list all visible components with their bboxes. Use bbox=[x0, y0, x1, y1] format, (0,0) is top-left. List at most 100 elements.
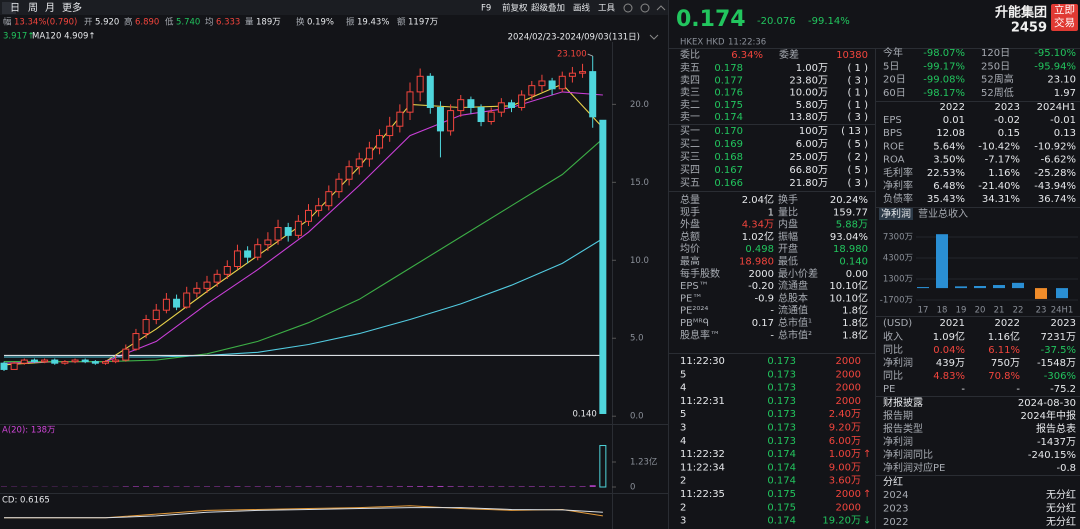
collapse-icon[interactable] bbox=[656, 5, 666, 11]
cell: -10.42% bbox=[978, 141, 1020, 152]
volume-bar bbox=[224, 486, 231, 487]
book-price: 0.166 bbox=[714, 178, 743, 189]
tab: 月 bbox=[45, 2, 55, 14]
stat-label: 总市值² bbox=[778, 328, 812, 341]
stat-value: 0.498 bbox=[745, 244, 774, 255]
cell: 34.31% bbox=[982, 194, 1020, 205]
quote-label: 开 bbox=[84, 18, 93, 28]
candle-body bbox=[162, 298, 170, 311]
pointer bbox=[587, 53, 593, 57]
quote-value: 6.333 bbox=[216, 18, 240, 28]
book-count: ( 1 ) bbox=[847, 63, 868, 74]
x-tick-label: 19 bbox=[956, 306, 967, 316]
row-label: 净利润 bbox=[883, 435, 913, 448]
x-tick-label: 17 bbox=[918, 306, 929, 316]
candle-body bbox=[426, 75, 434, 108]
cell: - bbox=[1016, 384, 1020, 395]
stat-label: 最小价差 bbox=[778, 267, 818, 280]
book-label: 买三 bbox=[680, 151, 700, 163]
book-volume: 66.80万 bbox=[789, 165, 828, 176]
row-label: 2022 bbox=[883, 517, 908, 528]
candle-body bbox=[487, 111, 495, 123]
y-tick-label: 1300万 bbox=[883, 275, 913, 285]
candle-body bbox=[81, 359, 89, 363]
cell: 2024年中报 bbox=[1021, 409, 1076, 422]
cell: 无分红 bbox=[1046, 515, 1076, 528]
volume-bar bbox=[478, 486, 485, 487]
book-volume: 25.00万 bbox=[789, 152, 828, 163]
candle-body bbox=[213, 273, 221, 283]
volume-bar bbox=[346, 486, 353, 487]
toolbar-bg bbox=[0, 0, 668, 15]
stat-value: 18.980 bbox=[833, 244, 868, 255]
y-tick-label: 4300万 bbox=[883, 254, 913, 264]
column-header: 2022 bbox=[940, 102, 965, 113]
book-price: 0.177 bbox=[714, 75, 743, 86]
y-tick-label: 15.0 bbox=[630, 178, 649, 188]
row-label: 净利润对应PE bbox=[883, 461, 945, 474]
candle-body bbox=[538, 80, 546, 87]
cell: 无分红 bbox=[1046, 502, 1076, 515]
icon[interactable] bbox=[640, 3, 650, 13]
y-tick-label: 1.23亿 bbox=[630, 457, 657, 468]
book-label: 卖二 bbox=[680, 99, 700, 111]
cell: 1.09亿 bbox=[933, 330, 965, 343]
bar bbox=[1056, 288, 1068, 299]
stat-label: 每手股数 bbox=[680, 267, 720, 280]
cell: - bbox=[961, 384, 965, 395]
tab-active bbox=[2, 2, 16, 14]
x-tick-label: 24H1 bbox=[1051, 306, 1074, 316]
column-header: 2023 bbox=[1051, 318, 1076, 329]
cell: 报告总表 bbox=[1036, 422, 1076, 435]
stat-value: 10.10亿 bbox=[829, 291, 868, 304]
stat-label: PE™ bbox=[680, 293, 702, 304]
value: 10380 bbox=[836, 50, 868, 61]
row-label: 毛利率 bbox=[883, 166, 913, 179]
trade-volume: 3.60万 bbox=[829, 476, 861, 487]
book-label: 卖五 bbox=[680, 62, 700, 74]
stock-name: 升能集团 bbox=[995, 5, 1047, 21]
volume-bar bbox=[447, 486, 454, 487]
tool: 前复权 bbox=[502, 3, 528, 14]
volume-bar bbox=[335, 486, 342, 487]
candle-body bbox=[497, 102, 505, 113]
tool: 超级叠加 bbox=[531, 3, 565, 14]
book-count: ( 13 ) bbox=[841, 126, 868, 137]
cell: -1437万 bbox=[1037, 437, 1076, 448]
trade-volume: 6.00万 bbox=[829, 436, 861, 447]
trade-price: 0.173 bbox=[767, 423, 796, 434]
cell: -306% bbox=[1044, 371, 1076, 382]
volume-bar bbox=[325, 486, 332, 487]
stat-label: 最低 bbox=[778, 255, 798, 268]
icon[interactable] bbox=[623, 3, 633, 13]
row-label: 报告类型 bbox=[883, 422, 923, 435]
book-count: ( 1 ) bbox=[847, 88, 868, 99]
cell: 750万 bbox=[991, 358, 1020, 369]
trade-volume: 2.40万 bbox=[829, 409, 861, 420]
report-date: 2024-08-30 bbox=[1018, 398, 1076, 409]
candle-body bbox=[122, 348, 130, 361]
stat-label: 换手 bbox=[778, 193, 798, 206]
volume-bar bbox=[396, 486, 403, 487]
stat-value: 1.8亿 bbox=[842, 304, 868, 317]
perf-label: 60日 bbox=[883, 88, 906, 99]
date-range: 2024/02/23-2024/09/03(131日) bbox=[508, 33, 640, 43]
cell: -240.15% bbox=[1028, 450, 1076, 461]
volume-bar bbox=[437, 485, 444, 487]
quote-value: 6.890 bbox=[135, 18, 159, 28]
change: -20.076 bbox=[757, 16, 796, 27]
stat-label: EPS™ bbox=[680, 281, 709, 292]
quote-value: 0.19% bbox=[307, 18, 334, 28]
stat-label: 内盘 bbox=[778, 218, 798, 231]
book-count: ( 3 ) bbox=[847, 178, 868, 189]
candle-body bbox=[132, 333, 140, 350]
stat-value: 1.8亿 bbox=[842, 328, 868, 341]
trade-button[interactable]: 立即交易 bbox=[1051, 4, 1078, 31]
candle-body bbox=[102, 361, 109, 364]
cell: 36.74% bbox=[1038, 194, 1076, 205]
stat-label: PBᴹᴿᑫ bbox=[680, 318, 709, 329]
expand-icon[interactable] bbox=[649, 34, 659, 40]
y-tick-label: 0 bbox=[630, 483, 635, 493]
